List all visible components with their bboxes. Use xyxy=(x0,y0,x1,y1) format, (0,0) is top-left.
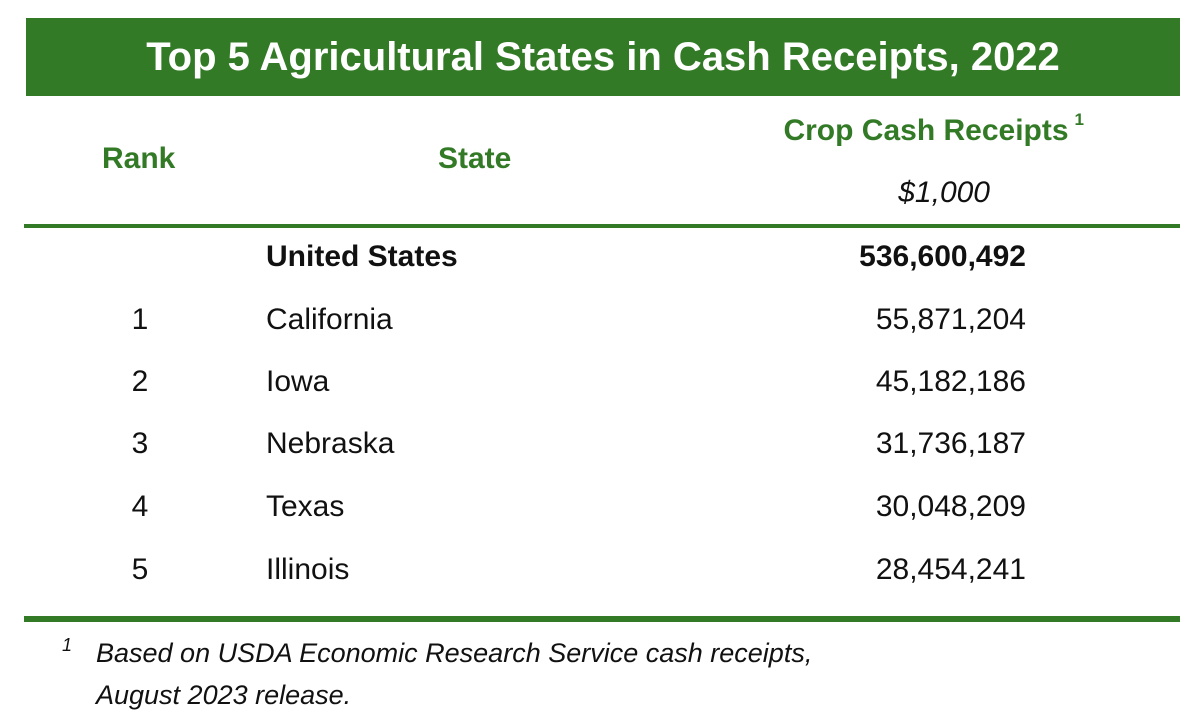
table-row: 2 Iowa 45,182,186 xyxy=(0,365,1204,405)
rank-cell: 4 xyxy=(131,490,149,523)
state-cell: California xyxy=(266,303,393,336)
table-row: 3 Nebraska 31,736,187 xyxy=(0,427,1204,467)
total-row: United States 536,600,492 xyxy=(0,240,1204,280)
footnote-line-1: Based on USDA Economic Research Service … xyxy=(96,638,813,668)
rank-cell: 1 xyxy=(131,303,149,336)
total-state-cell: United States xyxy=(266,240,458,273)
state-cell: Nebraska xyxy=(266,427,395,460)
state-cell: Illinois xyxy=(266,553,350,586)
state-cell: Iowa xyxy=(266,365,330,398)
column-header-state: State xyxy=(438,142,512,175)
header-divider xyxy=(24,224,1180,228)
table-title: Top 5 Agricultural States in Cash Receip… xyxy=(146,34,1060,79)
column-header-crop-label: Crop Cash Receipts xyxy=(783,114,1069,147)
rank-cell: 3 xyxy=(131,427,149,460)
total-value-cell: 536,600,492 xyxy=(859,240,1026,273)
footnote-reference-mark: 1 xyxy=(1074,110,1084,129)
column-unit-label: $1,000 xyxy=(898,176,990,209)
table-row: 4 Texas 30,048,209 xyxy=(0,490,1204,530)
table-row: 5 Illinois 28,454,241 xyxy=(0,553,1204,593)
value-cell: 31,736,187 xyxy=(875,427,1026,460)
state-cell: Texas xyxy=(266,490,345,523)
rank-cell: 2 xyxy=(131,365,149,398)
rank-cell: 5 xyxy=(131,553,149,586)
value-cell: 30,048,209 xyxy=(875,490,1026,523)
value-cell: 45,182,186 xyxy=(875,365,1026,398)
footnote-line-2: August 2023 release. xyxy=(96,680,352,710)
footnote-text: Based on USDA Economic Research Service … xyxy=(96,632,996,716)
value-cell: 55,871,204 xyxy=(875,303,1026,336)
footnote-mark: 1 xyxy=(62,635,73,655)
column-header-rank: Rank xyxy=(102,142,176,175)
table-title-bar: Top 5 Agricultural States in Cash Receip… xyxy=(26,18,1180,96)
value-cell: 28,454,241 xyxy=(875,553,1026,586)
table-row: 1 California 55,871,204 xyxy=(0,303,1204,343)
column-header-crop-cash-receipts: Crop Cash Receipts 1 xyxy=(783,110,1084,148)
table-bottom-rule xyxy=(24,616,1180,622)
